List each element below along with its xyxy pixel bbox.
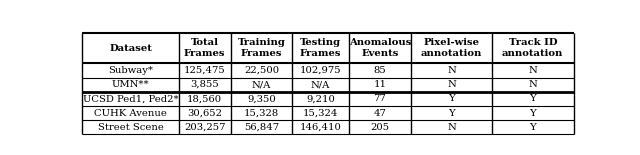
Text: Y: Y [529, 123, 536, 132]
Text: N/A: N/A [252, 80, 271, 89]
Text: 9,210: 9,210 [306, 94, 335, 103]
Text: 15,328: 15,328 [244, 108, 279, 117]
Text: Anomalous
Events: Anomalous Events [349, 38, 411, 58]
Text: 18,560: 18,560 [187, 94, 222, 103]
Text: 77: 77 [374, 94, 386, 103]
Text: N: N [529, 80, 537, 89]
Text: UCSD Ped1, Ped2*: UCSD Ped1, Ped2* [83, 94, 179, 103]
Text: Testing
Frames: Testing Frames [300, 38, 341, 58]
Text: 9,350: 9,350 [247, 94, 276, 103]
Text: Y: Y [448, 108, 455, 117]
Text: Training
Frames: Training Frames [237, 38, 285, 58]
Text: Y: Y [529, 94, 536, 103]
Text: 22,500: 22,500 [244, 66, 279, 75]
Text: UMN**: UMN** [112, 80, 149, 89]
Text: N: N [447, 80, 456, 89]
Text: 146,410: 146,410 [300, 123, 342, 132]
Text: 203,257: 203,257 [184, 123, 225, 132]
Text: 3,855: 3,855 [190, 80, 219, 89]
Text: Street Scene: Street Scene [98, 123, 164, 132]
Text: N: N [529, 66, 537, 75]
Text: 125,475: 125,475 [184, 66, 225, 75]
Text: Y: Y [448, 94, 455, 103]
Text: Dataset: Dataset [109, 44, 152, 53]
Text: 47: 47 [373, 108, 387, 117]
Text: N: N [447, 66, 456, 75]
Text: 56,847: 56,847 [244, 123, 279, 132]
Text: Subway*: Subway* [108, 66, 153, 75]
Text: 205: 205 [371, 123, 389, 132]
Text: 85: 85 [374, 66, 386, 75]
Text: N: N [447, 123, 456, 132]
Text: 102,975: 102,975 [300, 66, 341, 75]
Text: Y: Y [529, 108, 536, 117]
Text: Track ID
annotation: Track ID annotation [502, 38, 563, 58]
Text: Pixel-wise
annotation: Pixel-wise annotation [420, 38, 482, 58]
Text: 15,324: 15,324 [303, 108, 339, 117]
Text: 11: 11 [373, 80, 387, 89]
Text: N/A: N/A [311, 80, 330, 89]
Text: CUHK Avenue: CUHK Avenue [94, 108, 167, 117]
Text: 30,652: 30,652 [187, 108, 222, 117]
Text: Total
Frames: Total Frames [184, 38, 225, 58]
